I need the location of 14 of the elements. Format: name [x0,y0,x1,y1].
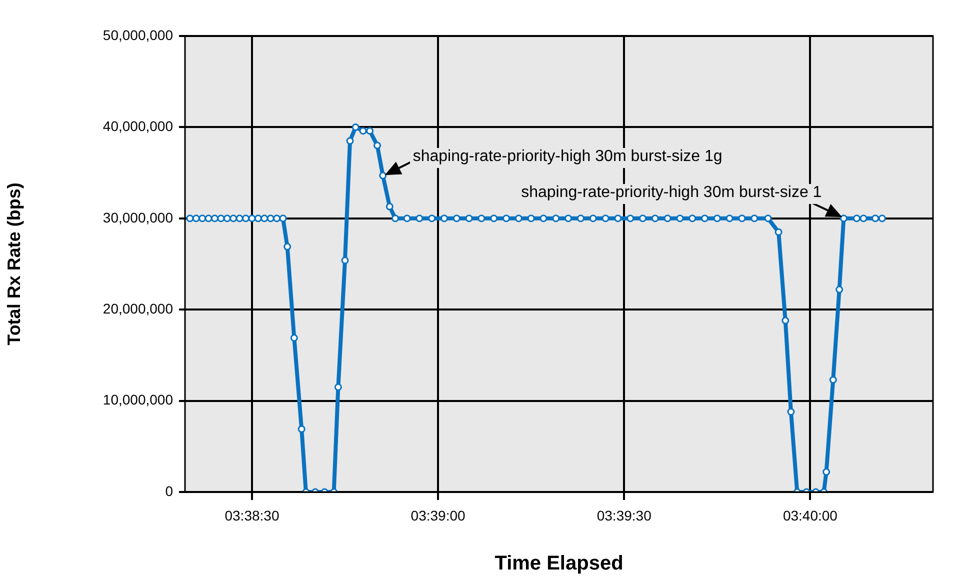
y-tick-label: 40,000,000 [102,118,174,134]
y-tick-label: 50,000,000 [102,26,174,43]
y-tick-label: 20,000,000 [102,300,174,316]
annotation: shaping-rate-priority-high 30m burst-size 1g [410,148,726,168]
x-tick-label: 03:40:00 [782,507,838,524]
x-axis-title: Time Elapsed [494,552,624,575]
y-axis-title: Total Rx Rate (bps) [4,182,24,346]
x-tick-label: 03:39:30 [596,507,652,524]
x-tick-label: 03:39:00 [410,507,466,524]
y-tick-label: 10,000,000 [102,392,174,408]
y-tick-label: 0 [165,482,174,499]
annotation: shaping-rate-priority-high 30m burst-size 1 [518,184,825,204]
y-tick-label: 30,000,000 [102,209,174,226]
x-tick-label: 03:38:30 [224,507,280,524]
